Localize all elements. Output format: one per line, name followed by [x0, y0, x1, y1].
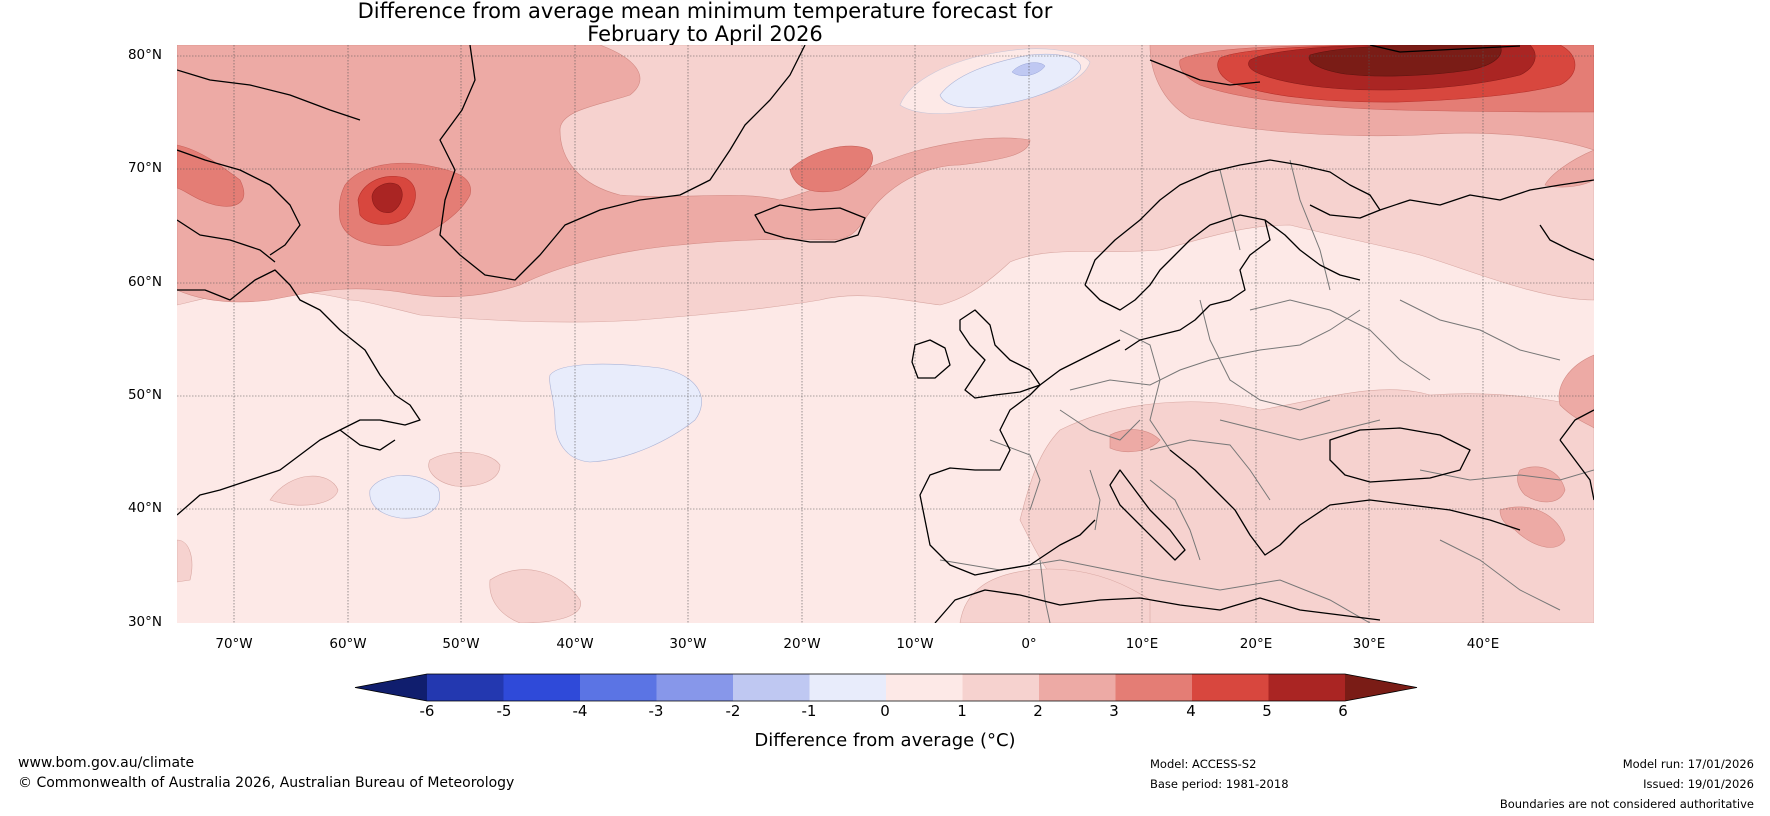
- colorbar-outline: [354, 673, 1418, 702]
- footer-model: Model: ACCESS-S2: [1150, 757, 1257, 771]
- footer-copyright: © Commonwealth of Australia 2026, Austra…: [18, 775, 515, 791]
- colorbar-swatch: [733, 674, 810, 701]
- colorbar-swatch: [656, 674, 734, 701]
- lat-label-60n: 60°N: [127, 274, 162, 290]
- anomaly-zone-1-2-atlantic-patch: [428, 451, 501, 487]
- map-panel: [177, 45, 1594, 623]
- lon-label-30w: 30°W: [669, 636, 707, 652]
- colorbar-tick: -1: [801, 702, 817, 720]
- colorbar-swatch: [503, 674, 581, 701]
- chart-title: Difference from average mean minimum tem…: [0, 0, 1410, 46]
- lon-label-20e: 20°E: [1239, 636, 1273, 652]
- anomaly-zone-2-3-russia: [1544, 149, 1594, 429]
- anomaly-zone-2-3-mediterranean: [1109, 429, 1566, 548]
- colorbar-swatch: [1268, 674, 1346, 701]
- colorbar-tick: -6: [419, 702, 435, 720]
- anomaly-zone-neg-2-1: [1011, 62, 1046, 76]
- anomaly-zone-5-6-labrador: [371, 182, 403, 213]
- colorbar-tick: -4: [572, 702, 588, 720]
- colorbar-tick: 0: [880, 702, 890, 720]
- lat-label-50n: 50°N: [127, 387, 162, 403]
- lat-label-30n: 30°N: [127, 614, 162, 630]
- colorbar-swatch: [886, 674, 963, 701]
- anomaly-zone-neg-1-0: [369, 54, 1081, 519]
- lon-label-50w: 50°W: [442, 636, 480, 652]
- footer-model-run: Model run: 17/01/2026: [1622, 757, 1754, 771]
- colorbar-tick: -3: [648, 702, 664, 720]
- colorbar: [354, 673, 1418, 702]
- lon-label-10w: 10°W: [896, 636, 934, 652]
- lon-label-70w: 70°W: [215, 636, 253, 652]
- coastlines: [177, 45, 1594, 623]
- colorbar-swatch: [1115, 674, 1193, 701]
- footer-website: www.bom.gov.au/climate: [18, 755, 195, 771]
- colorbar-tick: 3: [1109, 702, 1119, 720]
- lat-label-80n: 80°N: [127, 47, 162, 63]
- colorbar-swatch: [962, 674, 1040, 701]
- anomaly-zone-1-2-europe: [1019, 389, 1594, 623]
- footer-base-period: Base period: 1981-2018: [1150, 777, 1289, 791]
- colorbar-swatch: [809, 674, 887, 701]
- lat-label-40n: 40°N: [127, 500, 162, 516]
- title-line-2: February to April 2026: [587, 22, 823, 46]
- colorbar-swatch: [580, 674, 657, 701]
- colorbar-tick: 6: [1338, 702, 1348, 720]
- anomaly-zone-1-2-southwest: [177, 475, 581, 623]
- colorbar-tick: 2: [1033, 702, 1043, 720]
- lon-label-0: 0°: [1021, 636, 1037, 652]
- lon-label-40e: 40°E: [1466, 636, 1500, 652]
- title-line-1: Difference from average mean minimum tem…: [357, 0, 1053, 23]
- anomaly-zone-above-6-barents: [1308, 45, 1502, 77]
- graticule: [177, 45, 1594, 623]
- colorbar-extend-min: [355, 674, 427, 701]
- lon-label-10e: 10°E: [1125, 636, 1159, 652]
- colorbar-swatch: [1039, 674, 1116, 701]
- colorbar-tick: 4: [1186, 702, 1196, 720]
- lon-label-60w: 60°W: [329, 636, 367, 652]
- colorbar-swatch: [427, 674, 504, 701]
- colorbar-tick: 5: [1262, 702, 1272, 720]
- colorbar-tick: -5: [496, 702, 512, 720]
- colorbar-tick: 1: [957, 702, 967, 720]
- footer-issued: Issued: 19/01/2026: [1643, 777, 1754, 791]
- colorbar-swatch: [1192, 674, 1269, 701]
- lon-label-40w: 40°W: [556, 636, 594, 652]
- colorbar-extend-max: [1345, 674, 1417, 701]
- colorbar-label: Difference from average (°C): [754, 730, 1016, 751]
- footer-disclaimer: Boundaries are not considered authoritat…: [1499, 797, 1754, 811]
- colorbar-tick: -2: [725, 702, 741, 720]
- lon-label-20w: 20°W: [783, 636, 821, 652]
- lat-label-70n: 70°N: [127, 160, 162, 176]
- lon-label-30e: 30°E: [1352, 636, 1386, 652]
